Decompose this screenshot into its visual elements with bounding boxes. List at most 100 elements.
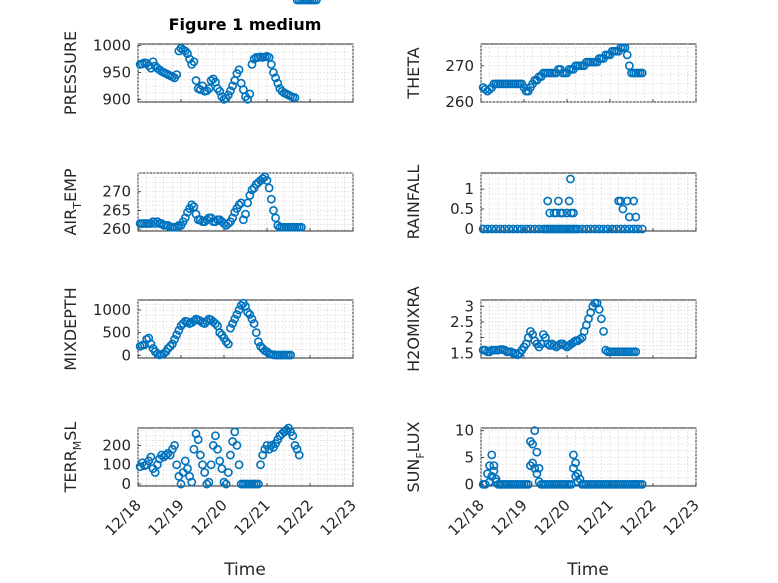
- data-point: [296, 222, 306, 232]
- data-point: [262, 176, 272, 185]
- data-point: [495, 224, 505, 234]
- data-point: [620, 224, 630, 234]
- data-point: [187, 200, 197, 210]
- y-tick-label: 0: [121, 475, 131, 493]
- data-point: [230, 314, 240, 324]
- data-point: [571, 458, 580, 468]
- y-tick-label: 500: [102, 324, 131, 342]
- x-tick-label: 12/18: [445, 496, 488, 539]
- data-point: [504, 224, 514, 234]
- subplot-rainfall: 0 0.5 1 RAINFALL: [404, 165, 697, 239]
- y-tick-label: 900: [102, 90, 131, 108]
- data-point: [288, 431, 298, 441]
- y-tick-label: 10: [455, 422, 474, 440]
- data-point: [221, 479, 231, 489]
- data-point: [226, 450, 235, 460]
- y-axis-label: MIXDEPTH: [61, 287, 80, 370]
- x-tick-label: 12/21: [574, 496, 617, 539]
- subplot-theta: 260 270 THETA: [404, 43, 697, 111]
- data-point: [172, 222, 182, 232]
- data-point: [152, 217, 162, 227]
- data-point: [232, 440, 242, 450]
- data-point: [637, 479, 647, 489]
- x-tick-label: 12/20: [531, 496, 574, 539]
- y-axis-label: SUNFLUX: [404, 421, 427, 492]
- subplot-pressure: 900 950 1000 PRESSURE: [61, 0, 354, 115]
- data-point: [210, 319, 220, 328]
- data-point: [176, 479, 186, 489]
- y-tick-label: 260: [102, 220, 131, 238]
- y-axis-label: AIRTEMP: [61, 168, 84, 235]
- data-point: [631, 347, 641, 357]
- data-point: [597, 314, 606, 324]
- y-tick-label: 950: [102, 63, 131, 81]
- data-point: [273, 78, 283, 88]
- data-point: [247, 314, 257, 324]
- data-point: [569, 208, 578, 218]
- y-tick-label: 1: [464, 180, 474, 198]
- data-point: [165, 341, 175, 351]
- data-point: [633, 224, 643, 234]
- subplot-mixdepth: 0 500 1000 MIXDEPTH: [61, 287, 354, 371]
- axes-frame: [480, 172, 697, 232]
- data-point: [637, 224, 647, 234]
- data-point: [202, 86, 212, 96]
- data-point: [554, 196, 563, 206]
- data-point: [290, 93, 300, 103]
- y-axis-label: PRESSURE: [61, 31, 80, 115]
- data-point: [629, 196, 639, 206]
- data-point: [191, 209, 201, 219]
- data-point: [264, 183, 274, 193]
- y-tick-label: 270: [102, 183, 131, 201]
- data-point: [236, 301, 246, 310]
- data-point: [530, 426, 540, 436]
- data-point: [228, 213, 237, 223]
- y-axis-label: H2OMIXRA: [404, 286, 423, 372]
- data-point: [223, 468, 233, 477]
- data-point: [223, 339, 233, 349]
- data-point: [148, 57, 158, 67]
- data-point: [200, 468, 210, 477]
- data-point: [269, 206, 278, 215]
- data-point: [204, 477, 214, 487]
- y-tick-label: 260: [445, 93, 474, 111]
- data-point: [191, 76, 201, 85]
- data-point: [215, 456, 225, 466]
- data-point: [573, 224, 583, 234]
- data-point: [532, 447, 542, 457]
- data-point: [170, 440, 179, 450]
- data-point: [312, 0, 321, 5]
- data-point: [232, 310, 242, 319]
- data-point: [198, 460, 207, 470]
- x-tick-label: 12/23: [317, 496, 360, 539]
- data-point: [530, 463, 540, 473]
- data-point: [161, 450, 171, 460]
- data-point: [612, 224, 621, 234]
- data-point: [245, 310, 255, 319]
- data-point: [281, 425, 291, 435]
- data-point: [210, 431, 220, 441]
- data-point: [189, 202, 199, 212]
- x-tick-label: 12/20: [188, 496, 231, 539]
- data-point: [513, 224, 522, 234]
- data-point: [206, 76, 216, 85]
- data-point: [253, 337, 263, 347]
- y-tick-label: 5: [464, 449, 474, 467]
- y-tick-label: 270: [445, 57, 474, 75]
- data-point: [618, 204, 628, 214]
- y-tick-label: 0: [464, 220, 474, 238]
- data-point: [247, 185, 257, 195]
- data-point: [183, 49, 192, 59]
- x-tick-label: 12/19: [145, 496, 188, 539]
- subplot-h2omixra: 1.522.53 H2OMIXRA: [404, 286, 697, 372]
- data-point: [581, 224, 591, 234]
- data-point: [513, 350, 522, 360]
- data-point: [249, 319, 259, 328]
- data-point: [256, 460, 265, 470]
- data-point: [234, 460, 244, 470]
- data-point: [167, 339, 177, 349]
- x-tick-label: 12/22: [274, 496, 317, 539]
- y-tick-label: 200: [102, 436, 131, 454]
- data-point: [534, 463, 544, 473]
